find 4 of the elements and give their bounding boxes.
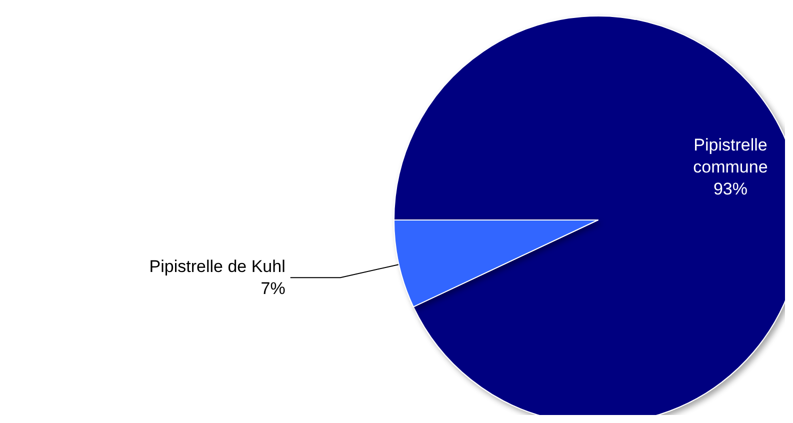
data-label: 7%: [260, 279, 286, 298]
data-label: 93%: [713, 180, 748, 199]
slice-label: Pipistrelle commune: [693, 136, 768, 177]
slice-label: Pipistrelle de Kuhl: [149, 257, 286, 276]
